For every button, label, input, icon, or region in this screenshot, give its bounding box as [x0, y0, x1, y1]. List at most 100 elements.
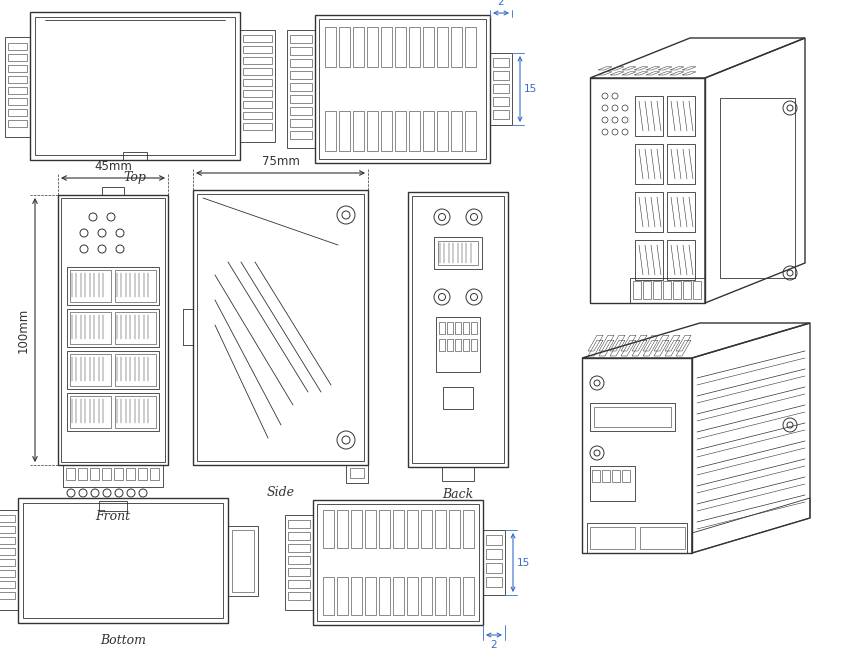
Bar	[594, 407, 671, 427]
Bar	[115, 396, 156, 428]
Bar	[635, 192, 663, 232]
Bar	[635, 144, 663, 184]
Bar	[437, 27, 448, 67]
Bar	[408, 192, 508, 467]
Bar	[493, 110, 509, 119]
Bar	[5, 37, 30, 137]
Bar	[290, 107, 312, 115]
Bar	[288, 556, 310, 564]
Bar	[290, 131, 312, 139]
Bar	[393, 510, 404, 548]
Bar	[442, 467, 474, 481]
Bar	[70, 354, 111, 386]
Bar	[0, 570, 15, 577]
Text: 75mm: 75mm	[262, 155, 299, 168]
Bar	[126, 468, 135, 480]
Bar	[612, 470, 620, 482]
Bar	[465, 27, 476, 67]
Bar	[339, 111, 350, 151]
Bar	[290, 59, 312, 67]
Bar	[0, 537, 15, 544]
Bar	[23, 503, 223, 618]
Bar	[447, 322, 453, 334]
Bar	[423, 111, 434, 151]
Bar	[486, 549, 502, 559]
Bar	[643, 281, 651, 299]
Text: 100mm: 100mm	[17, 307, 30, 353]
Bar	[367, 111, 378, 151]
Bar	[407, 577, 418, 615]
Bar	[243, 68, 272, 75]
Bar	[67, 267, 159, 305]
Bar	[150, 468, 159, 480]
Bar	[290, 47, 312, 55]
Bar	[350, 468, 364, 478]
Bar	[447, 339, 453, 351]
Bar	[197, 194, 364, 461]
Bar	[590, 527, 635, 549]
Bar	[288, 544, 310, 552]
Bar	[590, 466, 635, 501]
Bar	[490, 53, 512, 125]
Bar	[633, 281, 641, 299]
Bar	[323, 577, 334, 615]
Bar	[67, 351, 159, 389]
Bar	[353, 27, 364, 67]
Bar	[8, 98, 27, 105]
Bar	[421, 577, 432, 615]
Bar	[346, 465, 368, 483]
Bar	[313, 500, 483, 625]
Bar	[8, 43, 27, 50]
Bar	[35, 17, 235, 155]
Bar	[663, 281, 671, 299]
Bar	[0, 559, 15, 566]
Bar	[622, 470, 630, 482]
Bar	[434, 237, 482, 269]
Bar	[288, 520, 310, 528]
Bar	[673, 281, 681, 299]
Bar	[667, 240, 695, 280]
Bar	[66, 468, 75, 480]
Bar	[0, 526, 15, 533]
Bar	[325, 27, 336, 67]
Bar	[78, 468, 87, 480]
Bar	[353, 111, 364, 151]
Bar	[243, 57, 272, 64]
Text: Bottom: Bottom	[100, 635, 146, 647]
Bar	[493, 97, 509, 106]
Bar	[63, 465, 163, 487]
Bar	[421, 510, 432, 548]
Bar	[243, 101, 272, 108]
Bar	[365, 510, 376, 548]
Bar	[379, 510, 390, 548]
Bar	[0, 581, 15, 588]
Bar	[630, 278, 705, 303]
Text: Back: Back	[442, 488, 473, 502]
Bar	[379, 577, 390, 615]
Bar	[486, 577, 502, 587]
Bar	[395, 27, 406, 67]
Bar	[193, 190, 368, 465]
Bar	[720, 98, 795, 278]
Bar	[8, 65, 27, 72]
Bar	[0, 548, 15, 555]
Bar	[483, 530, 505, 595]
Bar	[99, 501, 127, 511]
Bar	[683, 281, 691, 299]
Text: 45mm: 45mm	[94, 160, 132, 173]
Bar	[58, 195, 168, 465]
Bar	[290, 71, 312, 79]
Bar	[319, 19, 486, 159]
Bar	[290, 35, 312, 43]
Bar	[287, 30, 315, 148]
Bar	[493, 84, 509, 93]
Bar	[451, 27, 462, 67]
Bar	[61, 198, 165, 462]
Bar	[243, 35, 272, 42]
Bar	[449, 577, 460, 615]
Bar	[351, 510, 362, 548]
Bar	[290, 119, 312, 127]
Text: 15: 15	[524, 84, 537, 94]
Bar	[455, 322, 461, 334]
Bar	[667, 192, 695, 232]
